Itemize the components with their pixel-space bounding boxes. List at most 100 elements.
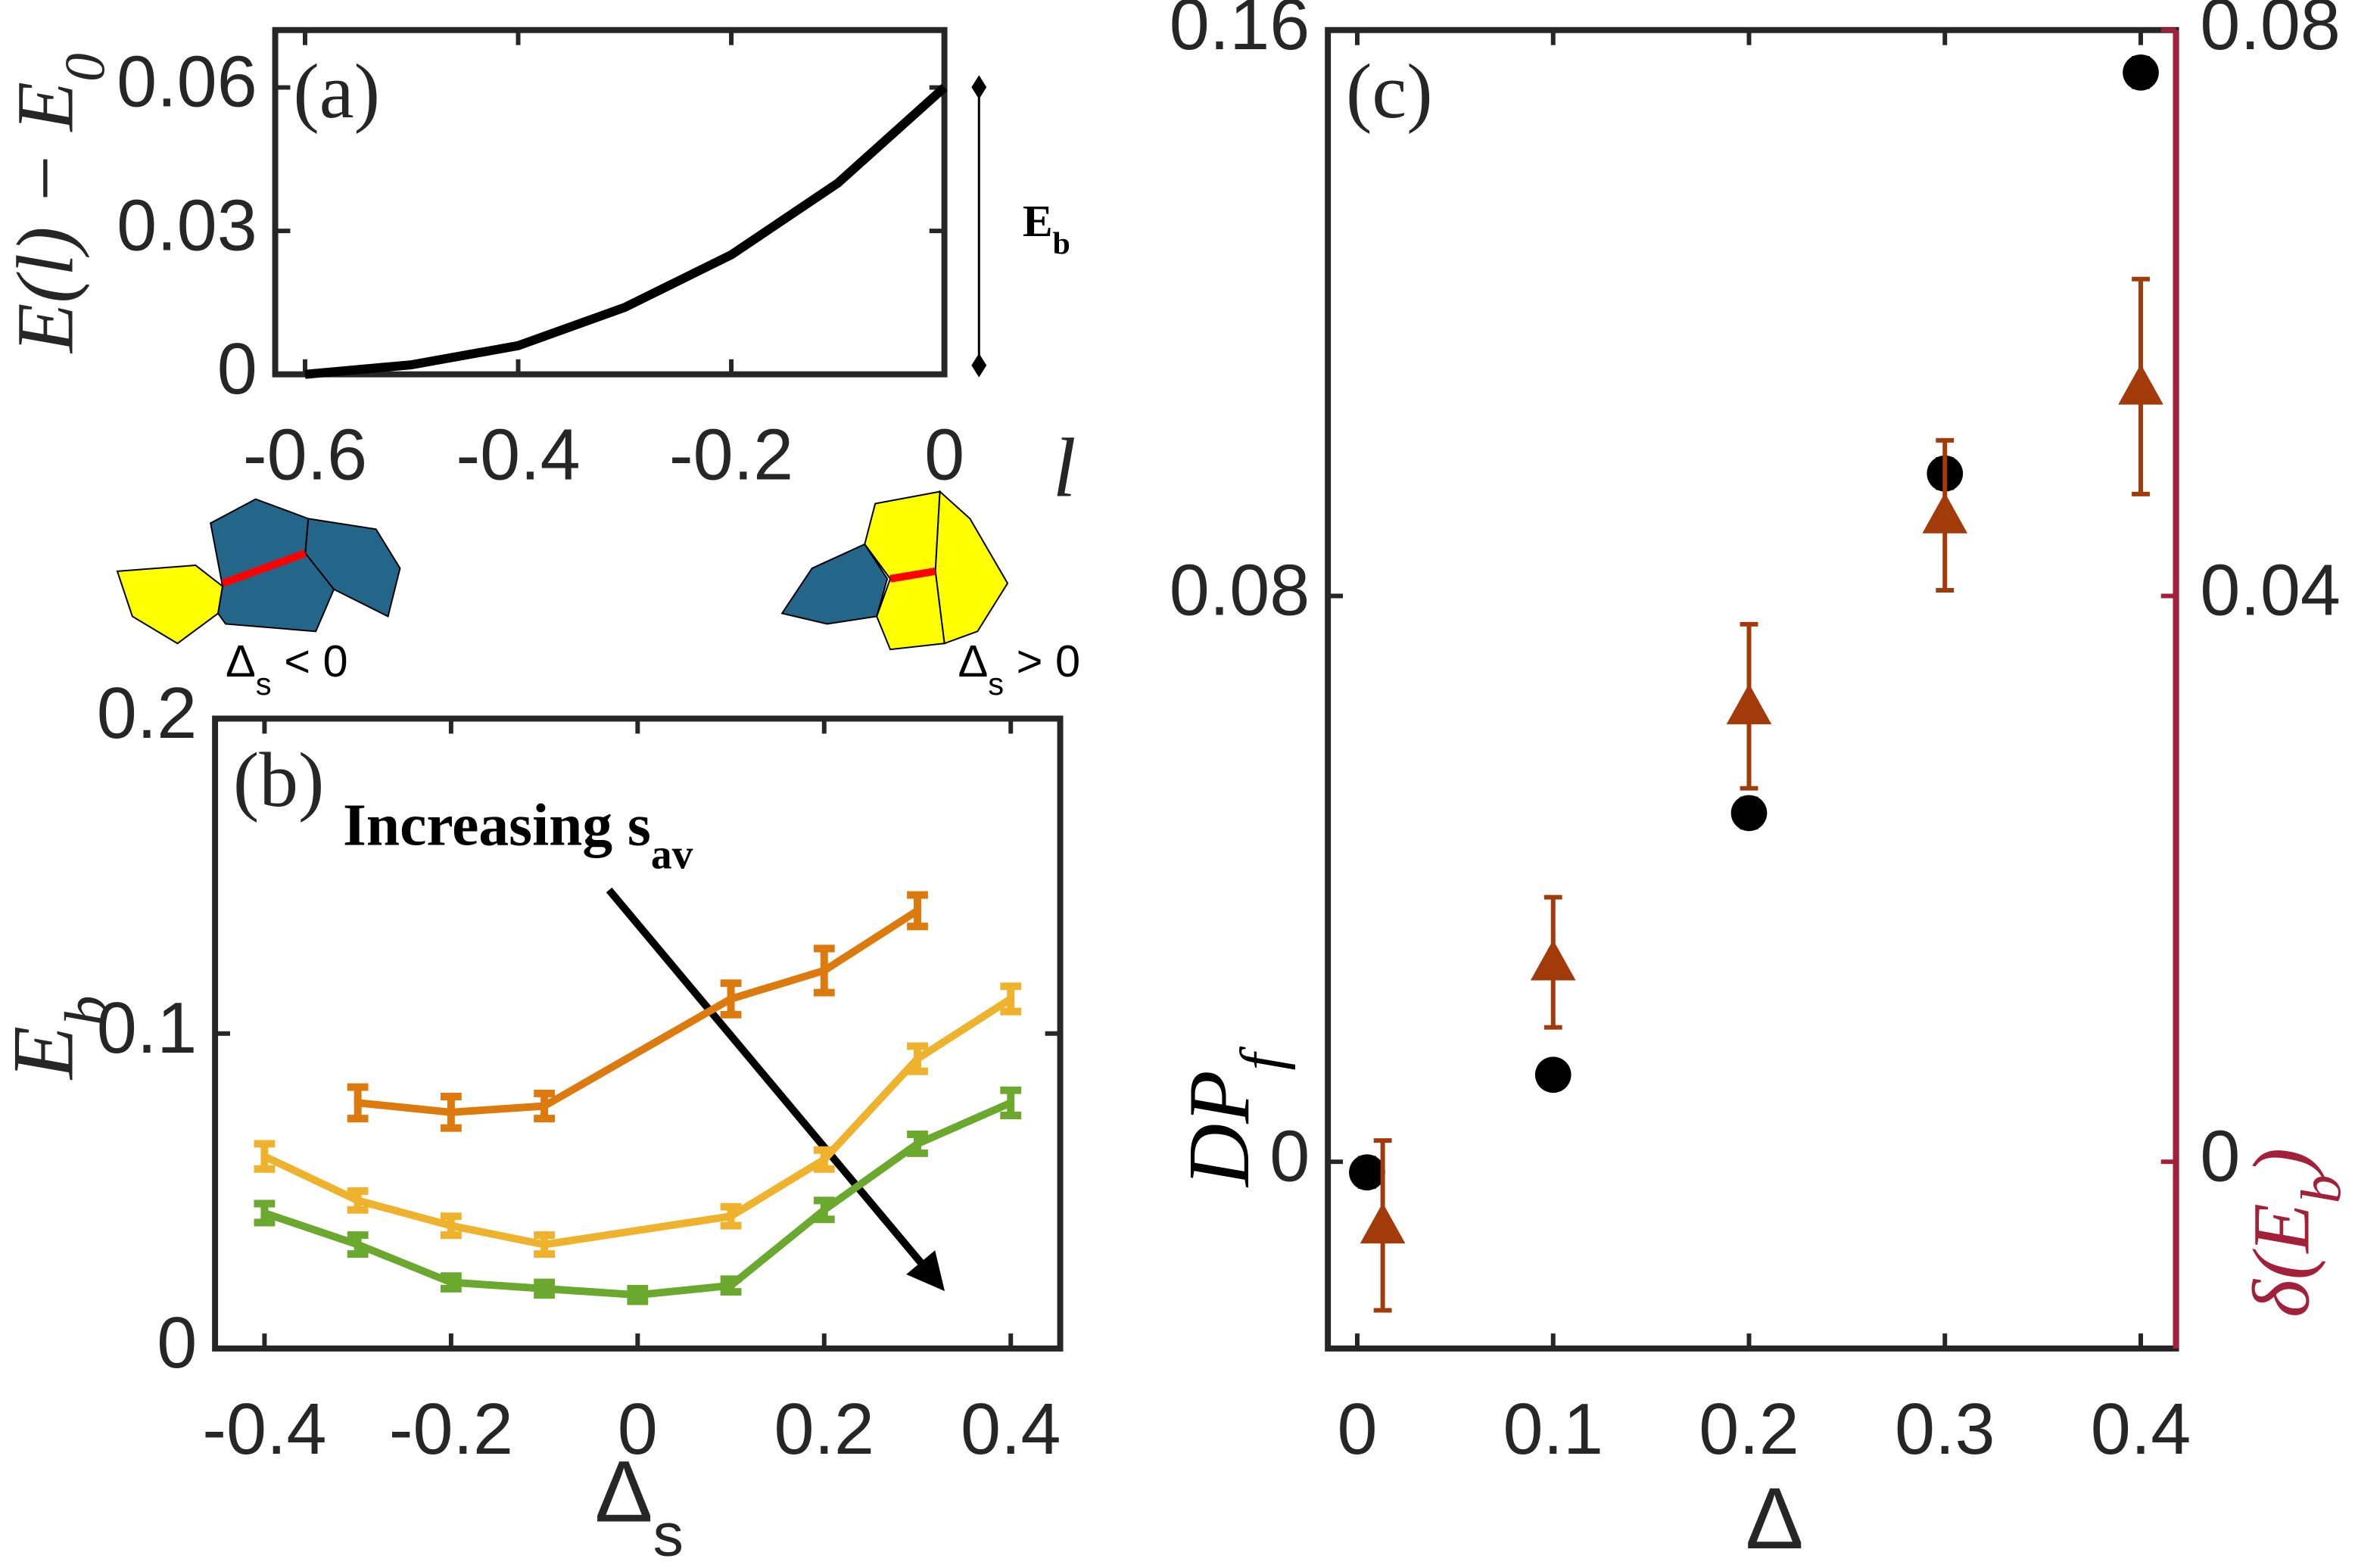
y-tick-label: 0.1 (97, 988, 198, 1069)
cell-diagram-left (116, 498, 401, 645)
y2-tick-label: 0 (2200, 1116, 2240, 1196)
y-tick-label: 0 (1269, 1116, 1310, 1196)
x-tick-label: 0 (924, 415, 964, 496)
cell-label-sub: s (988, 665, 1004, 701)
error-bar (347, 1231, 369, 1258)
error-bar (534, 1089, 556, 1123)
axes-box (272, 26, 948, 378)
bracket-label-main: E (1023, 196, 1053, 246)
error-bar (813, 944, 835, 997)
y-axis-label: E(l) − E0 (0, 53, 117, 354)
x-tick-label: 0.2 (774, 1389, 875, 1470)
cell-label-main: Δ (226, 636, 256, 686)
cell-label: Δs < 0 (226, 636, 348, 702)
error-bar (254, 1199, 276, 1227)
x-axis-label: Δ (1746, 1470, 1804, 1567)
arrow-label: Increasing sav (343, 792, 693, 878)
series-line (263, 1099, 1013, 1299)
x-tick-label: -0.4 (456, 415, 580, 496)
error-bar (813, 1196, 835, 1224)
arrow-label-sub: av (651, 831, 693, 878)
y-axis-label: Eb (0, 995, 120, 1081)
y2-tick-label: 0.08 (2200, 0, 2341, 65)
x-tick-label: 0 (618, 1389, 658, 1470)
y2-tick-label: 0.04 (2200, 551, 2341, 631)
circle-marker (2123, 54, 2159, 91)
y-tick-label: 0 (217, 329, 257, 409)
triangle-marker (1360, 1202, 1406, 1244)
error-bar (1000, 982, 1022, 1016)
y-axis-label-main: E(l) − E (0, 82, 90, 354)
panel-label: (b) (233, 737, 324, 823)
panel-label: (c) (1346, 48, 1433, 135)
y-axis-label-sub: 0 (54, 53, 117, 82)
y2-axis-label-rest: ) (2236, 1148, 2326, 1180)
x-tick-label: 0.4 (961, 1389, 1061, 1470)
x-tick-label: 0.2 (1699, 1389, 1799, 1470)
circle-marker (1534, 1056, 1571, 1094)
eb-bracket (971, 75, 987, 378)
x-tick-label: -0.2 (389, 1389, 513, 1470)
cell-label-sub: s (256, 665, 272, 701)
y-tick-label: 0.03 (117, 185, 257, 266)
error-bar (1000, 1086, 1022, 1119)
y2-axis-label-main: δ(E (2236, 1203, 2326, 1318)
x-tick-label: -0.4 (202, 1389, 326, 1470)
y-tick-label: 0.06 (117, 42, 257, 123)
x-tick-label: -0.6 (243, 415, 367, 496)
error-bar (627, 1284, 649, 1305)
y-axis-label-main: DP (1170, 1070, 1267, 1188)
triangle-marker (2118, 364, 2163, 405)
error-bar (907, 1130, 928, 1157)
error-bar (720, 1275, 742, 1296)
y-tick-label: 0.2 (97, 674, 198, 754)
y-tick-label: 0.08 (1170, 551, 1310, 631)
y-axis-label-sub: f (1228, 1046, 1295, 1070)
x-axis-label: l (1053, 422, 1076, 515)
error-bar (720, 1202, 742, 1230)
y2-axis-label: δ(Eb) (2236, 1148, 2353, 1318)
x-tick-label: 0.3 (1895, 1389, 1995, 1470)
y-tick-label: 0.16 (1170, 0, 1310, 65)
error-bar (440, 1272, 462, 1293)
cell-label: Δs > 0 (958, 636, 1080, 702)
error-bar (907, 1042, 928, 1075)
triangle-marker (1922, 493, 1968, 534)
cell-label-rest: < 0 (272, 636, 348, 686)
error-bar (813, 1146, 835, 1173)
y-axis-label-sub: b (52, 995, 120, 1025)
x-axis-label-sub: s (653, 1501, 684, 1568)
bracket-label-sub: b (1053, 226, 1070, 261)
y2-axis-label-sub: b (2290, 1175, 2353, 1204)
x-tick-label: 0 (1337, 1389, 1377, 1470)
error-bar (534, 1278, 556, 1299)
trend-arrow (606, 887, 945, 1292)
circle-marker (1730, 795, 1768, 832)
x-axis-label: Δs (595, 1443, 684, 1568)
cell-label-main: Δ (958, 636, 988, 686)
series-line (304, 84, 948, 379)
x-axis-label-main: Δ (595, 1443, 653, 1540)
x-tick-label: 0.4 (2091, 1389, 2191, 1470)
series-line (357, 907, 920, 1116)
error-bar (254, 1140, 276, 1173)
error-bar (440, 1212, 462, 1240)
circle-marker (1349, 1154, 1385, 1191)
cell-diagram-right (780, 490, 1009, 651)
arrow-label-main: Increasing s (343, 792, 651, 858)
bracket-label: Eb (1023, 196, 1070, 261)
error-bar (907, 891, 928, 931)
error-bar (440, 1093, 462, 1132)
y-axis-label-main: E (0, 1026, 91, 1081)
cell-label-rest: > 0 (1004, 636, 1080, 686)
error-bar (720, 979, 742, 1019)
triangle-marker (1726, 683, 1772, 725)
triangle-marker (1530, 939, 1576, 981)
error-bar (347, 1083, 369, 1123)
x-tick-label: 0.1 (1503, 1389, 1603, 1470)
error-bar (347, 1187, 369, 1214)
y-tick-label: 0 (157, 1303, 197, 1383)
panel-label: (a) (293, 48, 380, 135)
